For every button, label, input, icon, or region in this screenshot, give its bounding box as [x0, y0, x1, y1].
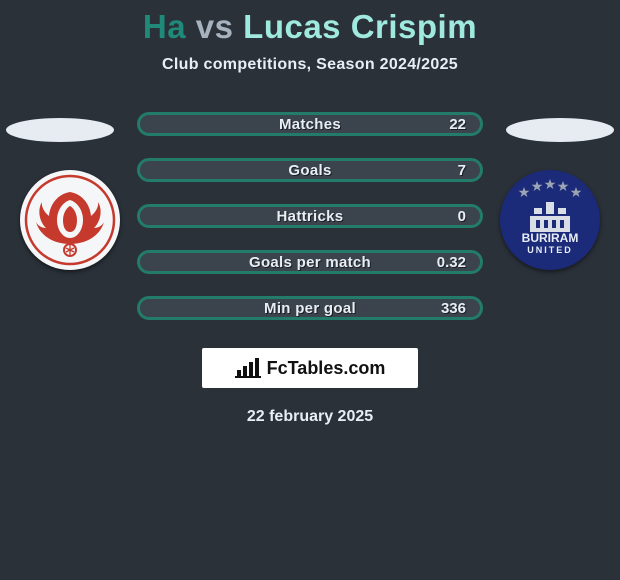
player2-name: Lucas Crispim — [243, 8, 477, 45]
stat-label: Min per goal — [264, 300, 356, 317]
vs-separator: vs — [196, 8, 234, 45]
stat-value: 22 — [449, 116, 466, 133]
stat-value: 0 — [458, 208, 466, 225]
snapshot-date: 22 february 2025 — [0, 408, 620, 426]
source-brand-badge: FcTables.com — [202, 348, 418, 388]
stat-row-matches: Matches 22 — [137, 112, 483, 136]
stat-row-min-per-goal: Min per goal 336 — [137, 296, 483, 320]
player2-shadow-ellipse — [506, 118, 614, 142]
stat-label: Goals — [288, 162, 331, 179]
buriram-crest-icon: BURIRAM UNITED — [500, 170, 600, 270]
stat-value: 0.32 — [437, 254, 466, 271]
crest-text-bottom: UNITED — [527, 245, 573, 255]
player2-club-crest: BURIRAM UNITED — [500, 170, 600, 270]
stat-value: 7 — [458, 162, 466, 179]
stat-row-goals: Goals 7 — [137, 158, 483, 182]
comparison-title: Ha vs Lucas Crispim — [0, 0, 620, 46]
competition-subtitle: Club competitions, Season 2024/2025 — [0, 56, 620, 74]
stat-label: Matches — [279, 116, 341, 133]
player1-shadow-ellipse — [6, 118, 114, 142]
stat-row-hattricks: Hattricks 0 — [137, 204, 483, 228]
stats-arena: BURIRAM UNITED Matches 22 Goals 7 Hattri… — [0, 112, 620, 426]
crest-text-top: BURIRAM — [522, 231, 579, 245]
brand-text: FcTables.com — [267, 358, 386, 379]
stat-value: 336 — [441, 300, 466, 317]
stat-label: Hattricks — [277, 208, 344, 225]
stat-row-goals-per-match: Goals per match 0.32 — [137, 250, 483, 274]
stat-label: Goals per match — [249, 254, 371, 271]
player1-club-crest — [20, 170, 120, 270]
player1-name: Ha — [143, 8, 186, 45]
bar-chart-icon — [235, 358, 261, 378]
phoenix-crest-icon — [20, 170, 120, 270]
stats-pill-list: Matches 22 Goals 7 Hattricks 0 Goals per… — [137, 112, 483, 320]
